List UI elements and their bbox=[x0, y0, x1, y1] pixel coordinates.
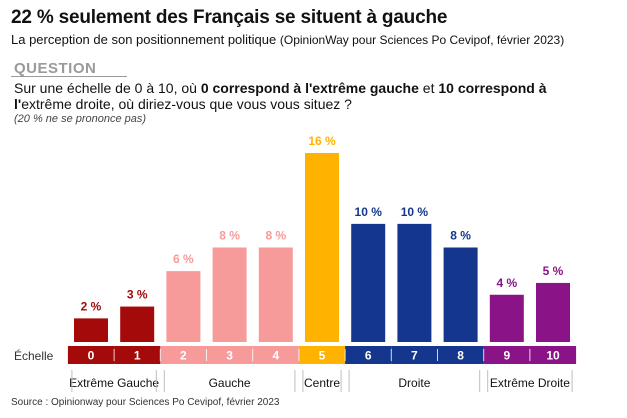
value-label-7: 10 % bbox=[401, 205, 429, 219]
value-label-6: 10 % bbox=[355, 205, 383, 219]
value-label-5: 16 % bbox=[308, 134, 336, 148]
value-label-2: 6 % bbox=[173, 252, 194, 266]
value-label-0: 2 % bbox=[81, 299, 102, 313]
group-label-droite: Droite bbox=[398, 376, 430, 390]
tick-label-9: 9 bbox=[503, 349, 510, 363]
tick-label-1: 1 bbox=[134, 349, 141, 363]
value-label-3: 8 % bbox=[219, 229, 240, 243]
tick-label-3: 3 bbox=[226, 349, 233, 363]
tick-label-2: 2 bbox=[180, 349, 187, 363]
group-label-extreme_gauche: Extrême Gauche bbox=[69, 376, 159, 390]
value-label-10: 5 % bbox=[543, 264, 564, 278]
bar-6 bbox=[351, 223, 386, 342]
scale-cell-8 bbox=[437, 346, 484, 364]
bar-9 bbox=[489, 294, 524, 342]
bar-7 bbox=[397, 223, 432, 342]
question-note: (20 % ne se prononce pas) bbox=[14, 113, 147, 125]
scale-cell-3 bbox=[206, 346, 253, 364]
value-label-8: 8 % bbox=[450, 229, 471, 243]
value-label-1: 3 % bbox=[127, 288, 148, 302]
question-label: QUESTION bbox=[14, 60, 97, 77]
tick-label-8: 8 bbox=[457, 349, 464, 363]
subtitle-text: La perception de son positionnement poli… bbox=[11, 32, 277, 47]
scale-cell-2 bbox=[160, 346, 207, 364]
bar-10 bbox=[536, 282, 570, 342]
scale-cell-7 bbox=[391, 346, 438, 364]
tick-label-0: 0 bbox=[88, 349, 95, 363]
bar-3 bbox=[212, 247, 247, 342]
tick-label-7: 7 bbox=[411, 349, 418, 363]
scale-label: Échelle bbox=[14, 348, 54, 363]
bar-2 bbox=[166, 271, 201, 342]
question-text: Sur une échelle de 0 à 10, où 0 correspo… bbox=[14, 80, 574, 112]
scale-cell-10 bbox=[529, 346, 577, 364]
scale-cell-4 bbox=[252, 346, 299, 364]
question-bold-2: 10 correspond à l' bbox=[14, 80, 547, 112]
question-bold-1: 0 correspond à l'extrême gauche bbox=[200, 80, 419, 96]
tick-label-10: 10 bbox=[546, 349, 560, 363]
bar-5 bbox=[305, 153, 339, 342]
question-part-2: et bbox=[418, 80, 439, 96]
value-label-4: 8 % bbox=[265, 229, 286, 243]
question-part-1: Sur une échelle de 0 à 10, où bbox=[14, 80, 201, 96]
question-part-3: extrême droite, où diriez-vous que vous … bbox=[21, 96, 352, 112]
tick-label-5: 5 bbox=[319, 349, 326, 363]
bar-4 bbox=[258, 247, 293, 342]
subtitle-source: (OpinionWay pour Sciences Po Cevipof, fé… bbox=[279, 33, 565, 47]
group-label-gauche: Gauche bbox=[209, 376, 251, 390]
scale-cell-0 bbox=[67, 346, 115, 364]
tick-label-4: 4 bbox=[272, 349, 279, 363]
bar-1 bbox=[120, 306, 155, 342]
tick-label-6: 6 bbox=[365, 349, 372, 363]
chart-subtitle: La perception de son positionnement poli… bbox=[11, 32, 564, 47]
source-note: Source : Opinionway pour Sciences Po Cev… bbox=[11, 397, 280, 408]
group-label-centre: Centre bbox=[304, 376, 340, 390]
group-label-extreme_droite: Extrême Droite bbox=[490, 376, 570, 390]
scale-cell-6 bbox=[345, 346, 392, 364]
question-underline bbox=[11, 76, 127, 77]
value-label-9: 4 % bbox=[496, 276, 517, 290]
bar-0 bbox=[74, 318, 108, 342]
scale-cell-1 bbox=[114, 346, 161, 364]
scale-cell-9 bbox=[483, 346, 530, 364]
bar-8 bbox=[443, 247, 478, 342]
chart-title: 22 % seulement des Français se situent à… bbox=[11, 7, 448, 28]
scale-cell-5 bbox=[298, 346, 346, 364]
